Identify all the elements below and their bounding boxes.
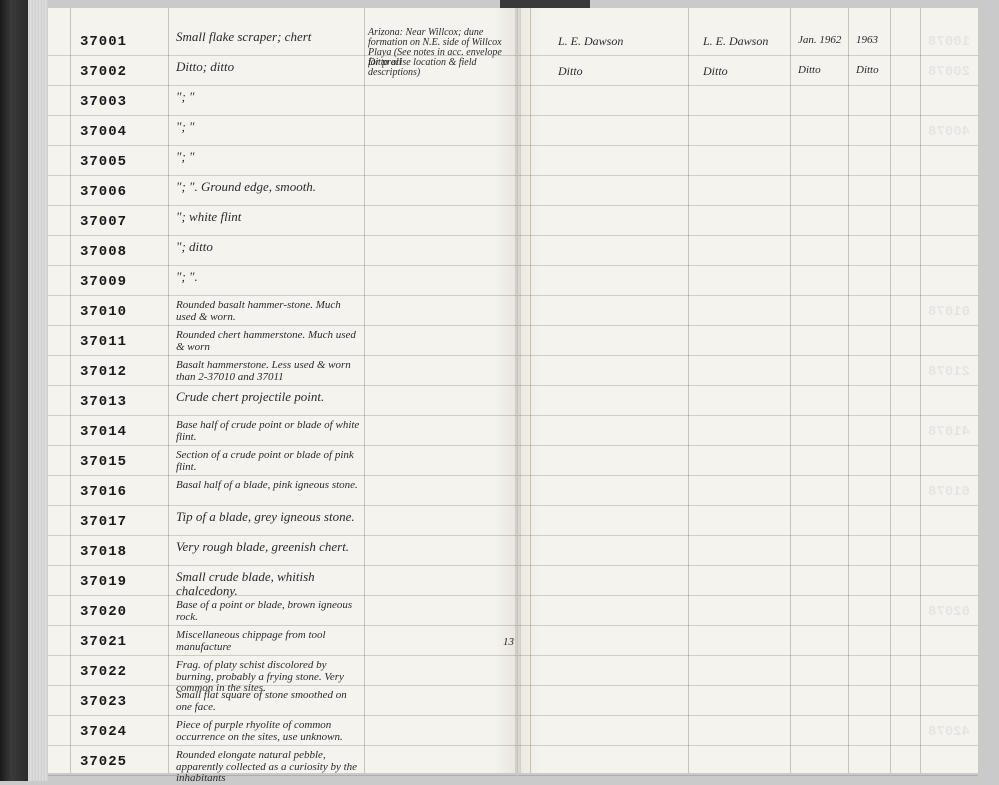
item-description: "; ". <box>176 270 361 284</box>
catalog-number: 37004 <box>80 124 127 140</box>
bleed-through: 61078 <box>928 484 970 500</box>
catalog-number: 37013 <box>80 394 127 410</box>
ledger-row <box>518 476 978 506</box>
catalog-number: 37005 <box>80 154 127 170</box>
ledger-row <box>518 746 978 776</box>
acc-year: Ditto <box>856 64 879 76</box>
collector: Ditto <box>558 64 583 79</box>
ledger-row <box>518 656 978 686</box>
bleed-through: 41078 <box>928 424 970 440</box>
ledger-row <box>518 566 978 596</box>
catalog-number: 37025 <box>80 754 127 770</box>
item-description: "; white flint <box>176 210 361 224</box>
date: Jan. 1962 <box>798 34 841 46</box>
collector: L. E. Dawson <box>558 34 623 49</box>
ledger-row <box>518 716 978 746</box>
ledger-book: 37001Small flake scraper; chertArizona: … <box>48 8 978 773</box>
ledger-row <box>518 86 978 116</box>
item-description: Crude chert projectile point. <box>176 390 361 404</box>
ledger-row <box>518 386 978 416</box>
bleed-through: 10078 <box>928 34 970 50</box>
item-description: Piece of purple rhyolite of common occur… <box>176 720 361 743</box>
catalog-number: 37007 <box>80 214 127 230</box>
ledger-row <box>518 236 978 266</box>
catalog-number: 37018 <box>80 544 127 560</box>
ledger-row <box>518 206 978 236</box>
donor: L. E. Dawson <box>703 34 768 49</box>
ledger-row <box>518 56 978 86</box>
page-edges <box>28 0 48 781</box>
book-spine <box>515 8 521 773</box>
bleed-through: 20078 <box>928 64 970 80</box>
catalog-number: 37023 <box>80 694 127 710</box>
catalog-number: 37011 <box>80 334 127 350</box>
bleed-through: 21078 <box>928 364 970 380</box>
catalog-number: 37024 <box>80 724 127 740</box>
ledger-row <box>518 296 978 326</box>
item-description: "; ". Ground edge, smooth. <box>176 180 361 194</box>
item-description: Basalt hammerstone. Less used & worn tha… <box>176 360 361 383</box>
catalog-number: 37002 <box>80 64 127 80</box>
item-description: Tip of a blade, grey igneous stone. <box>176 510 361 524</box>
item-description: Basal half of a blade, pink igneous ston… <box>176 480 361 492</box>
bleed-through: 40078 <box>928 124 970 140</box>
catalog-number: 37022 <box>80 664 127 680</box>
item-description: Miscellaneous chippage from tool manufac… <box>176 630 361 653</box>
ledger-row <box>518 176 978 206</box>
item-description: "; " <box>176 90 361 104</box>
ledger-row <box>518 686 978 716</box>
catalog-number: 37008 <box>80 244 127 260</box>
item-description: Rounded basalt hammer-stone. Much used &… <box>176 300 361 323</box>
catalog-number: 37019 <box>80 574 127 590</box>
acc-year: 1963 <box>856 34 878 46</box>
locality: Ditto all <box>368 58 513 68</box>
catalog-number: 37006 <box>80 184 127 200</box>
ledger-row <box>518 536 978 566</box>
item-description: Section of a crude point or blade of pin… <box>176 450 361 473</box>
item-description: "; " <box>176 150 361 164</box>
catalog-number: 37016 <box>80 484 127 500</box>
right-page: L. E. Dawson L. E. Dawson Jan. 1962 1963 100… <box>518 8 978 773</box>
catalog-number: 37003 <box>80 94 127 110</box>
ledger-row <box>518 506 978 536</box>
bleed-through: 02078 <box>928 604 970 620</box>
specimen-count: 13 <box>503 636 514 648</box>
ledger-row <box>518 326 978 356</box>
item-description: Small flake scraper; chert <box>176 30 361 44</box>
catalog-number: 37015 <box>80 454 127 470</box>
item-description: Rounded chert hammerstone. Much used & w… <box>176 330 361 353</box>
item-description: "; " <box>176 120 361 134</box>
item-description: Base half of crude point or blade of whi… <box>176 420 361 443</box>
bleed-through: 42078 <box>928 724 970 740</box>
ledger-row <box>518 266 978 296</box>
catalog-number: 37012 <box>80 364 127 380</box>
ledger-row <box>518 356 978 386</box>
ledger-row <box>518 446 978 476</box>
catalog-number: 37001 <box>80 34 127 50</box>
catalog-number: 37020 <box>80 604 127 620</box>
catalog-number: 37014 <box>80 424 127 440</box>
ledger-row <box>518 626 978 656</box>
ledger-row <box>518 596 978 626</box>
item-description: Base of a point or blade, brown igneous … <box>176 600 361 623</box>
donor: Ditto <box>703 64 728 79</box>
item-description: Rounded elongate natural pebble, apparen… <box>176 750 361 785</box>
ledger-row <box>518 146 978 176</box>
catalog-number: 37010 <box>80 304 127 320</box>
ledger-row <box>518 116 978 146</box>
item-description: Small flat square of stone smoothed on o… <box>176 690 361 713</box>
item-description: Small crude blade, whitish chalcedony. <box>176 570 361 597</box>
bleed-through: 01078 <box>928 304 970 320</box>
ledger-row <box>518 416 978 446</box>
catalog-number: 37021 <box>80 634 127 650</box>
book-binding <box>0 0 28 781</box>
item-description: "; ditto <box>176 240 361 254</box>
date: Ditto <box>798 64 821 76</box>
catalog-number: 37009 <box>80 274 127 290</box>
left-page: 37001Small flake scraper; chertArizona: … <box>48 8 518 773</box>
item-description: Ditto; ditto <box>176 60 361 74</box>
catalog-number: 37017 <box>80 514 127 530</box>
item-description: Very rough blade, greenish chert. <box>176 540 361 554</box>
